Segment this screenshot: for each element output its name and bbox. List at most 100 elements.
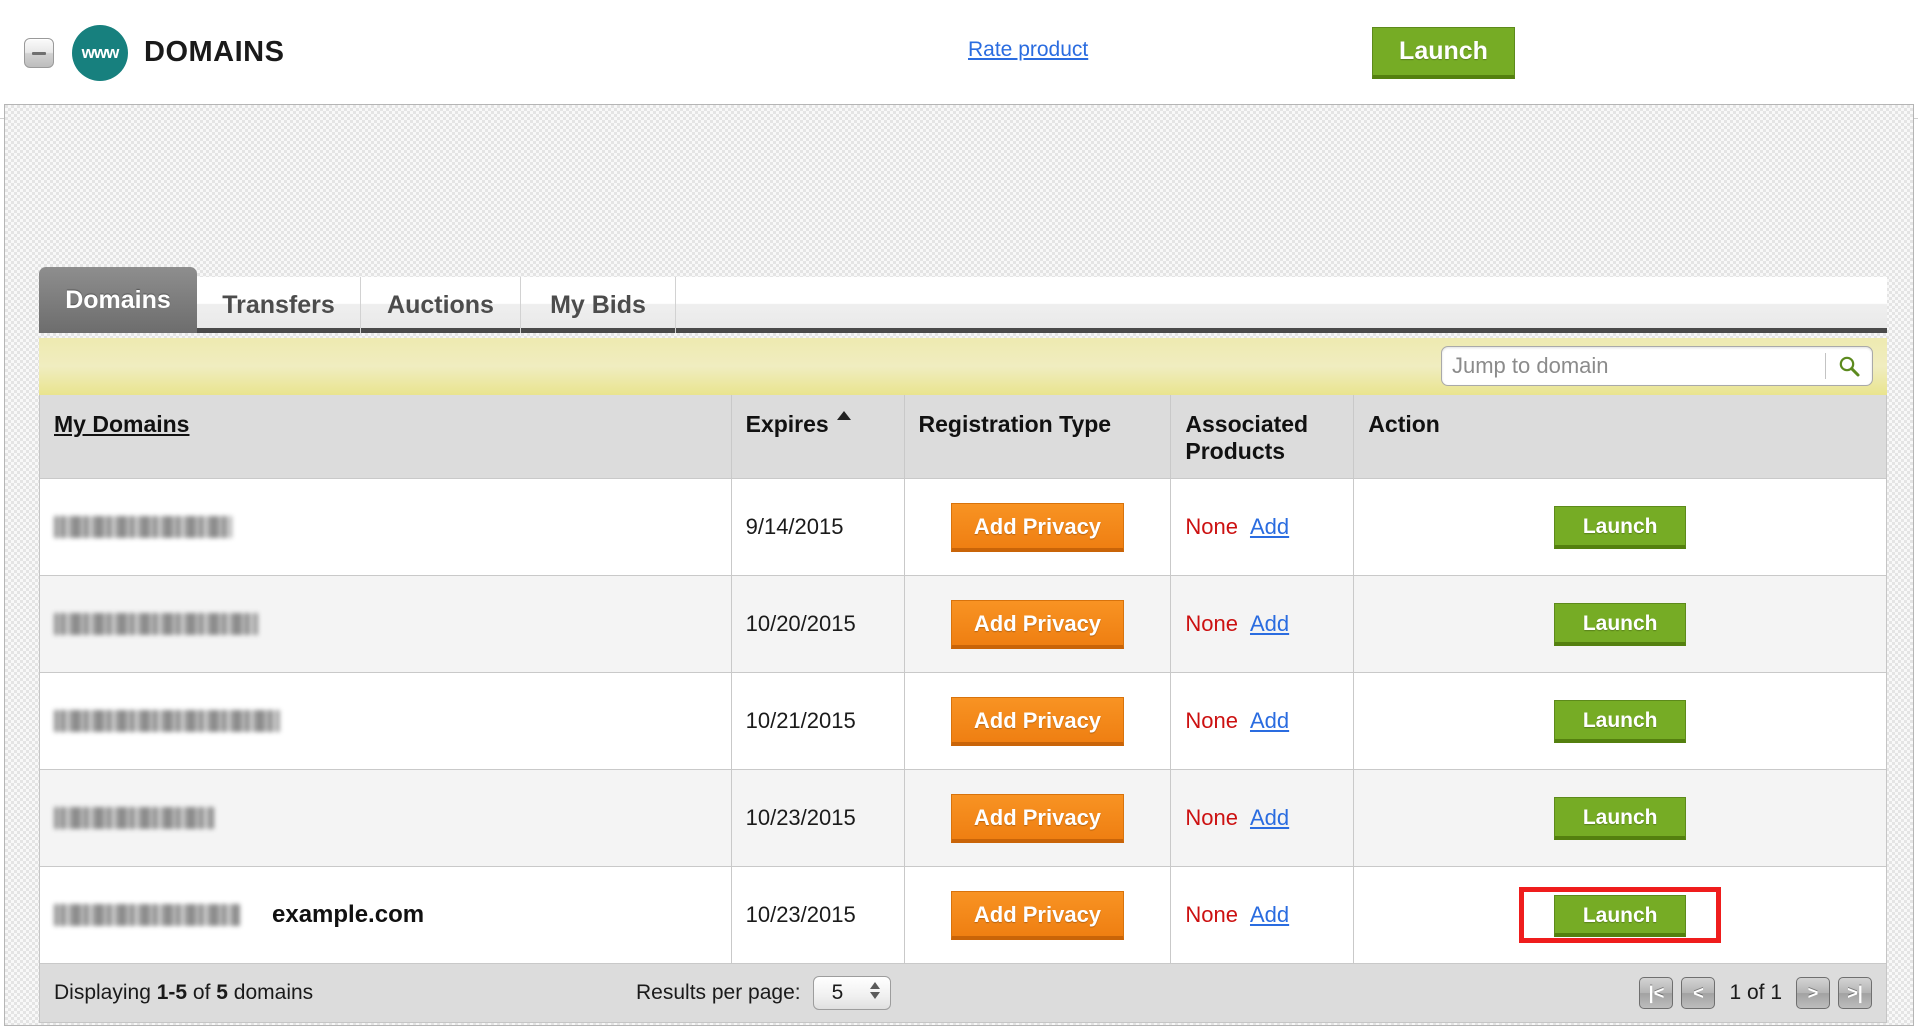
domain-name-cell <box>40 479 732 575</box>
domain-name-cell <box>40 673 732 769</box>
associated-products-value: None <box>1185 708 1238 733</box>
table-footer: Displaying 1-5 of 5 domains Results per … <box>40 963 1886 1022</box>
first-page-icon[interactable]: |< <box>1639 977 1674 1009</box>
displaying-range: 1-5 <box>156 981 188 1004</box>
launch-button[interactable]: Launch <box>1553 602 1687 646</box>
column-header-associated-products-label: Associated Products <box>1185 411 1309 464</box>
domain-name-cell: example.com <box>40 867 732 963</box>
expires-cell: 10/20/2015 <box>732 576 905 672</box>
domain-name-cell <box>40 576 732 672</box>
expires-cell: 9/14/2015 <box>732 479 905 575</box>
column-header-action: Action <box>1354 395 1886 478</box>
displaying-prefix: Displaying <box>54 981 157 1004</box>
previous-page-icon[interactable]: < <box>1681 977 1716 1009</box>
add-privacy-button[interactable]: Add Privacy <box>950 696 1125 746</box>
tab-my-bids[interactable]: My Bids <box>521 277 676 333</box>
action-cell: Launch <box>1354 479 1886 575</box>
launch-button[interactable]: Launch <box>1553 699 1687 743</box>
associated-products-cell: None Add <box>1171 770 1355 866</box>
launch-button[interactable]: Launch <box>1553 895 1687 937</box>
tab-bar-background <box>39 277 1887 333</box>
page-indicator: 1 of 1 <box>1729 981 1782 1004</box>
displaying-total: 5 <box>216 981 228 1004</box>
column-header-action-label: Action <box>1368 411 1440 437</box>
www-logo-text: www <box>81 43 120 62</box>
add-associated-product-link[interactable]: Add <box>1249 805 1290 830</box>
column-header-expires[interactable]: Expires <box>731 395 905 478</box>
action-cell: Launch <box>1354 770 1886 866</box>
table-row: 9/14/2015 Add Privacy None Add Launch <box>40 478 1886 575</box>
displaying-mid: of <box>187 981 217 1004</box>
registration-type-cell: Add Privacy <box>905 867 1172 963</box>
add-privacy-button[interactable]: Add Privacy <box>950 502 1125 552</box>
associated-products-value: None <box>1185 514 1238 539</box>
add-privacy-button[interactable]: Add Privacy <box>950 793 1125 843</box>
launch-button[interactable]: Launch <box>1553 505 1687 549</box>
column-header-expires-label: Expires <box>745 411 829 437</box>
search-input[interactable] <box>1442 353 1825 379</box>
chevron-down-icon <box>869 992 880 999</box>
www-logo-icon: www <box>72 25 128 81</box>
redacted-domain-name <box>54 807 214 829</box>
column-header-domain-label[interactable]: My Domains <box>54 411 190 437</box>
add-privacy-button[interactable]: Add Privacy <box>950 599 1125 649</box>
last-page-icon[interactable]: >| <box>1838 977 1872 1009</box>
content-panel: Domains Transfers Auctions My Bids <box>4 104 1914 1026</box>
add-associated-product-link[interactable]: Add <box>1249 514 1290 539</box>
product-header: www DOMAINS Rate product Launch <box>0 0 1918 119</box>
results-per-page-value: 5 <box>831 981 844 1004</box>
table-body: 9/14/2015 Add Privacy None Add Launch <box>40 478 1886 963</box>
registration-type-cell: Add Privacy <box>905 479 1172 575</box>
results-per-page-label: Results per page: <box>636 981 801 1004</box>
search-strip <box>39 338 1887 395</box>
header-launch-button[interactable]: Launch <box>1372 27 1515 79</box>
jump-to-domain-box[interactable] <box>1441 346 1873 386</box>
expires-cell: 10/23/2015 <box>732 867 905 963</box>
displaying-suffix: domains <box>227 981 314 1004</box>
magnifier-icon[interactable] <box>1826 354 1872 378</box>
action-cell: Launch <box>1354 576 1886 672</box>
associated-products-cell: None Add <box>1171 673 1355 769</box>
results-per-page-group: Results per page: 5 <box>636 976 891 1010</box>
tab-domains[interactable]: Domains <box>39 267 197 333</box>
associated-products-value: None <box>1185 902 1238 927</box>
tab-auctions[interactable]: Auctions <box>361 277 521 333</box>
highlight-annotation: Launch <box>1518 887 1722 943</box>
registration-type-cell: Add Privacy <box>905 770 1172 866</box>
redacted-domain-name <box>54 710 280 732</box>
add-associated-product-link[interactable]: Add <box>1249 611 1290 636</box>
column-header-registration-type-label: Registration Type <box>918 411 1112 437</box>
table-row: 10/21/2015 Add Privacy None Add Launch <box>40 672 1886 769</box>
tab-bar: Domains Transfers Auctions My Bids <box>39 267 1887 333</box>
expires-cell: 10/23/2015 <box>732 770 905 866</box>
associated-products-value: None <box>1185 611 1238 636</box>
associated-products-value: None <box>1185 805 1238 830</box>
add-associated-product-link[interactable]: Add <box>1249 708 1290 733</box>
column-header-domain[interactable]: My Domains <box>40 395 732 478</box>
expires-cell: 10/21/2015 <box>732 673 905 769</box>
chevron-up-icon <box>869 982 880 989</box>
sort-ascending-icon <box>836 411 851 420</box>
minus-icon[interactable] <box>24 38 54 68</box>
action-cell: Launch <box>1354 867 1886 963</box>
add-privacy-button[interactable]: Add Privacy <box>950 890 1125 940</box>
column-header-associated-products: Associated Products <box>1171 395 1355 478</box>
next-page-icon[interactable]: > <box>1796 977 1830 1009</box>
registration-type-cell: Add Privacy <box>905 576 1172 672</box>
rate-product-link[interactable]: Rate product <box>968 38 1089 61</box>
column-header-registration-type: Registration Type <box>904 395 1172 478</box>
domain-name-cell <box>40 770 732 866</box>
tab-transfers[interactable]: Transfers <box>197 277 361 333</box>
table-row: 10/23/2015 Add Privacy None Add Launch <box>40 769 1886 866</box>
pagination-controls: |< < 1 of 1 > >| <box>1639 977 1872 1009</box>
add-associated-product-link[interactable]: Add <box>1249 902 1290 927</box>
stepper-arrows-icon <box>869 982 880 999</box>
table-row: 10/20/2015 Add Privacy None Add Launch <box>40 575 1886 672</box>
domain-name-visible: example.com <box>272 901 425 928</box>
action-cell: Launch <box>1354 673 1886 769</box>
launch-button[interactable]: Launch <box>1553 796 1687 840</box>
results-per-page-select[interactable]: 5 <box>812 976 891 1010</box>
associated-products-cell: None Add <box>1171 576 1355 672</box>
redacted-domain-name <box>54 516 232 538</box>
